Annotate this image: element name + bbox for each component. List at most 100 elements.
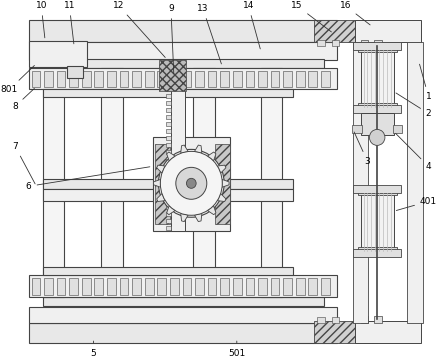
Text: 4: 4 <box>396 133 431 171</box>
Polygon shape <box>207 206 216 215</box>
Bar <box>29 42 337 60</box>
Circle shape <box>369 129 385 145</box>
Bar <box>355 19 421 42</box>
Bar <box>332 40 339 45</box>
Bar <box>166 151 171 155</box>
Bar <box>361 40 369 47</box>
Bar <box>166 184 171 188</box>
Bar <box>43 297 324 306</box>
Bar <box>166 95 171 99</box>
Bar <box>166 205 171 209</box>
Bar <box>332 317 339 323</box>
Bar <box>358 45 396 52</box>
Text: 801: 801 <box>1 65 35 94</box>
Text: 12: 12 <box>113 1 165 57</box>
Text: 3: 3 <box>354 132 370 166</box>
Bar <box>208 70 217 87</box>
Bar <box>69 278 78 295</box>
Bar <box>145 70 154 87</box>
Bar <box>171 83 185 183</box>
Circle shape <box>159 149 224 217</box>
Circle shape <box>176 168 207 199</box>
Bar <box>67 66 83 78</box>
Polygon shape <box>181 213 188 222</box>
Bar <box>166 157 171 161</box>
Polygon shape <box>218 165 226 173</box>
Bar <box>296 278 305 295</box>
Bar <box>353 249 401 257</box>
Bar <box>43 179 293 189</box>
Bar <box>283 278 292 295</box>
Bar <box>166 108 171 112</box>
Bar <box>353 185 401 193</box>
Bar <box>308 278 317 295</box>
Bar <box>358 247 396 253</box>
Bar <box>94 70 103 87</box>
Bar <box>308 70 317 87</box>
Bar <box>166 226 171 230</box>
Text: 6: 6 <box>26 167 150 191</box>
Bar <box>261 68 282 297</box>
Bar <box>29 307 337 323</box>
Bar <box>31 70 40 87</box>
Polygon shape <box>157 165 165 173</box>
Polygon shape <box>181 145 188 153</box>
Bar <box>233 70 241 87</box>
Bar <box>166 129 171 134</box>
Bar <box>321 278 330 295</box>
Bar <box>258 70 267 87</box>
Bar <box>166 122 171 126</box>
Bar <box>166 198 171 202</box>
Bar <box>132 70 141 87</box>
Bar <box>374 40 382 47</box>
Bar <box>166 81 171 84</box>
Bar <box>361 191 394 253</box>
Bar <box>82 278 91 295</box>
Bar <box>258 278 267 295</box>
Text: 2: 2 <box>396 93 431 118</box>
Bar <box>43 68 65 297</box>
Text: 16: 16 <box>339 1 370 25</box>
Bar <box>271 70 280 87</box>
Bar <box>166 178 171 182</box>
Bar <box>159 60 187 91</box>
Bar <box>166 116 171 119</box>
Bar <box>166 164 171 168</box>
Bar <box>353 42 369 323</box>
Polygon shape <box>222 179 229 187</box>
Bar <box>407 42 423 323</box>
Bar <box>166 143 171 147</box>
Text: 5: 5 <box>91 341 97 357</box>
Bar <box>353 105 401 113</box>
Bar <box>374 316 382 323</box>
Bar <box>57 70 66 87</box>
Text: 15: 15 <box>291 1 331 32</box>
Bar <box>166 171 171 175</box>
Text: 13: 13 <box>197 4 222 64</box>
Bar <box>57 278 66 295</box>
Bar <box>208 278 217 295</box>
Bar <box>361 48 394 109</box>
Bar <box>29 275 337 297</box>
Bar <box>353 42 401 49</box>
Polygon shape <box>157 193 165 201</box>
Bar <box>166 219 171 223</box>
Bar <box>29 40 87 66</box>
Text: 14: 14 <box>243 1 260 49</box>
Bar <box>321 70 330 87</box>
Bar <box>245 70 254 87</box>
Text: 501: 501 <box>228 341 245 357</box>
Bar <box>214 144 230 224</box>
Polygon shape <box>167 152 175 161</box>
Bar <box>157 70 166 87</box>
Circle shape <box>187 178 196 188</box>
Bar <box>220 278 229 295</box>
Bar <box>296 70 305 87</box>
Bar <box>31 278 40 295</box>
Polygon shape <box>167 206 175 215</box>
Bar <box>314 321 377 343</box>
Bar <box>29 68 337 90</box>
Text: 10: 10 <box>35 1 47 38</box>
Bar <box>157 278 166 295</box>
Bar <box>317 317 325 323</box>
